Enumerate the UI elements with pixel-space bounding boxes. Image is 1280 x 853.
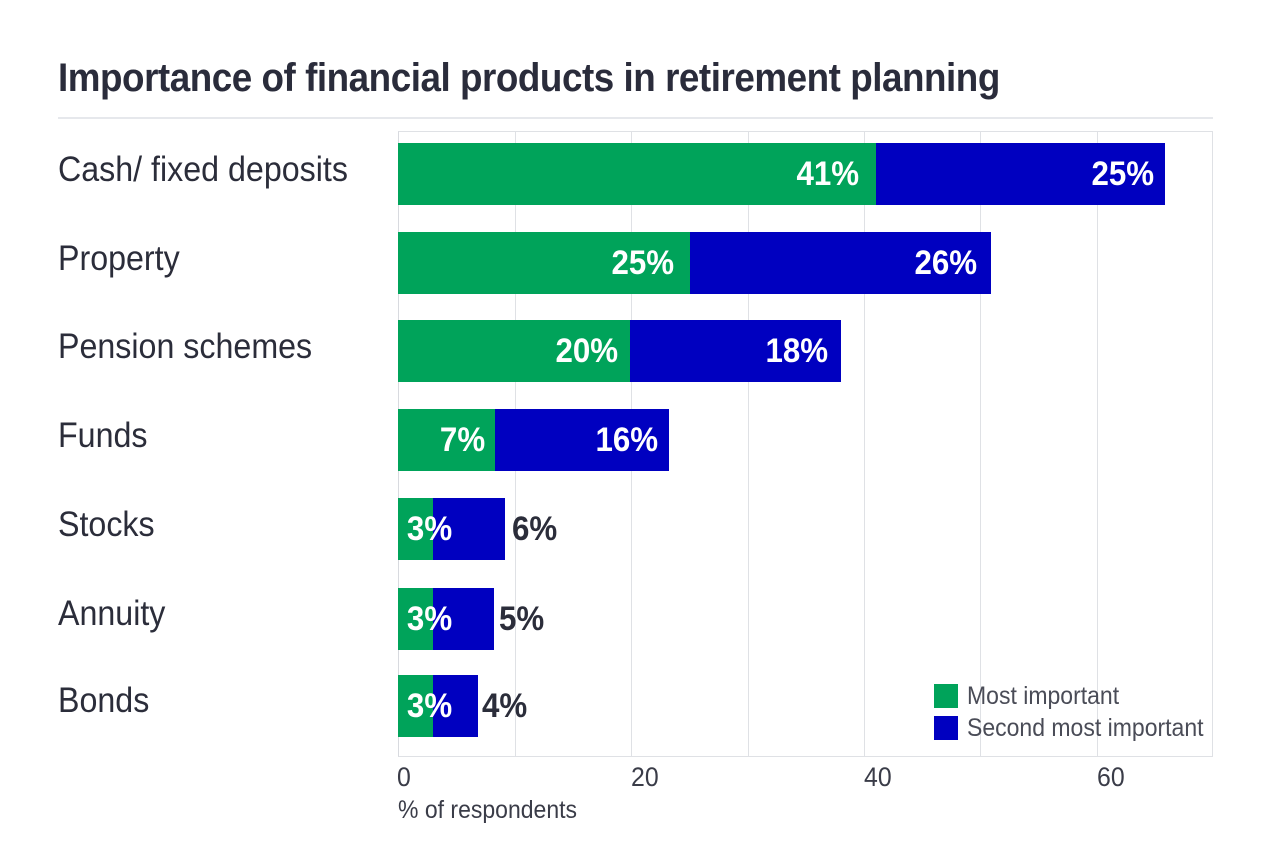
- category-label-property: Property: [58, 239, 180, 278]
- legend-item-most-important: Most important: [934, 680, 1224, 712]
- title-divider: [58, 117, 1213, 119]
- value-label: 3%: [406, 600, 452, 638]
- category-label-cash: Cash/ fixed deposits: [58, 150, 348, 189]
- gridline: [980, 131, 981, 757]
- legend-item-second-most-important: Second most important: [934, 712, 1224, 744]
- category-label-pension: Pension schemes: [58, 327, 313, 366]
- bar-second-important-property: [690, 232, 991, 294]
- x-axis-label: % of respondents: [398, 796, 578, 824]
- bar-second-important-funds: [495, 409, 669, 471]
- value-label: 16%: [595, 421, 658, 459]
- value-label: 26%: [914, 244, 977, 282]
- value-label: 25%: [611, 244, 674, 282]
- value-label: 6%: [512, 510, 558, 548]
- value-label: 3%: [406, 510, 452, 548]
- bar-second-important-stocks: [433, 498, 505, 560]
- bar-most-important-annuity: [398, 588, 433, 650]
- bar-most-important-stocks: [398, 498, 433, 560]
- bar-most-important-funds: [398, 409, 495, 471]
- category-label-funds: Funds: [58, 416, 148, 455]
- bar-second-important-pension: [630, 320, 841, 382]
- bar-most-important-pension: [398, 320, 630, 382]
- value-label: 3%: [406, 687, 452, 725]
- gridline: [864, 131, 865, 757]
- legend-label: Most important: [967, 681, 1120, 710]
- bar-second-important-annuity: [433, 588, 494, 650]
- value-label: 41%: [796, 155, 859, 193]
- gridline: [748, 131, 749, 757]
- value-label: 18%: [765, 332, 828, 370]
- bar-most-important-cash: [398, 143, 876, 205]
- legend-swatch-blue: [934, 716, 958, 740]
- chart-title: Importance of financial products in reti…: [58, 56, 1000, 100]
- legend-label: Second most important: [967, 713, 1204, 742]
- bar-most-important-property: [398, 232, 690, 294]
- value-label: 5%: [499, 600, 545, 638]
- category-label-stocks: Stocks: [58, 505, 155, 544]
- x-tick: 60: [1097, 762, 1125, 792]
- x-tick: 20: [631, 762, 659, 792]
- value-label: 4%: [482, 687, 528, 725]
- x-tick: 0: [397, 762, 411, 792]
- x-tick: 40: [864, 762, 892, 792]
- legend: Most important Second most important: [934, 680, 1224, 744]
- category-label-bonds: Bonds: [58, 681, 150, 720]
- value-label: 7%: [439, 421, 485, 459]
- value-label: 20%: [555, 332, 618, 370]
- category-label-annuity: Annuity: [58, 594, 166, 633]
- value-label: 25%: [1091, 155, 1154, 193]
- gridline: [1097, 131, 1098, 757]
- bar-second-important-cash: [876, 143, 1165, 205]
- bar-most-important-bonds: [398, 675, 433, 737]
- legend-swatch-green: [934, 684, 958, 708]
- bar-second-important-bonds: [433, 675, 478, 737]
